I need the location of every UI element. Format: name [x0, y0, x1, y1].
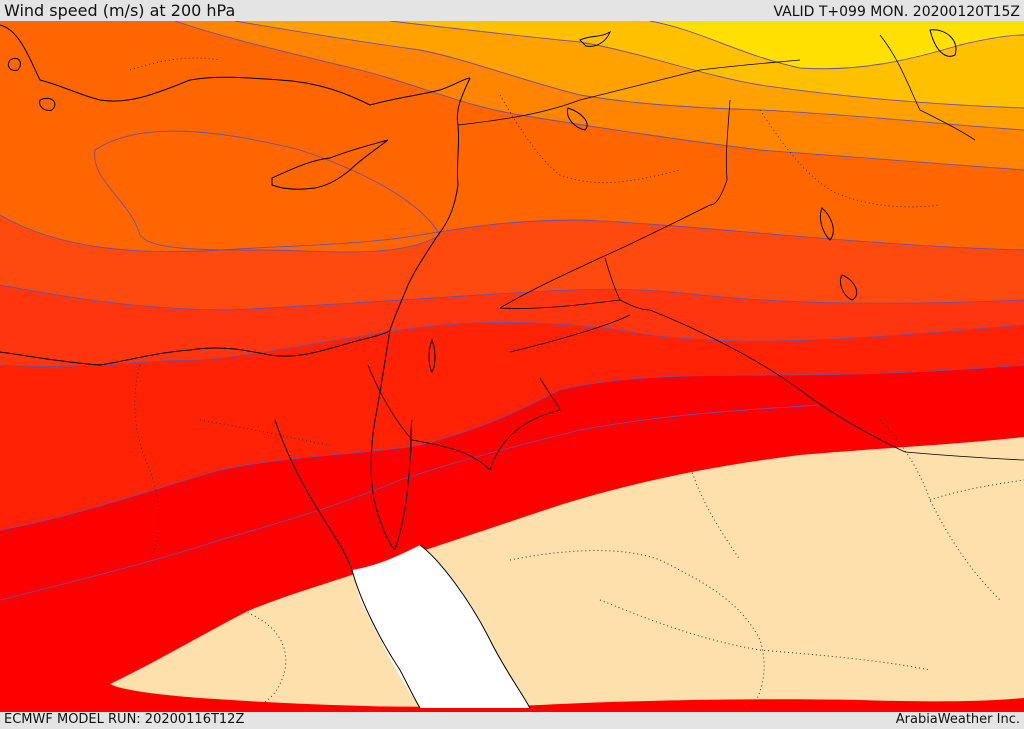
header-bar: Wind speed (m/s) at 200 hPa VALID T+099 …: [0, 0, 1024, 21]
band-low-wind: [110, 437, 1024, 708]
footer-bar: ECMWF MODEL RUN: 20200116T12Z ArabiaWeat…: [0, 712, 1024, 729]
credit-label: ArabiaWeather Inc.: [895, 712, 1020, 727]
admin-lines: [129, 57, 1024, 709]
band-orange-cell: [94, 131, 440, 252]
model-run-label: ECMWF MODEL RUN: 20200116T12Z: [4, 712, 245, 727]
map-title: Wind speed (m/s) at 200 hPa: [4, 1, 236, 20]
wind-speed-map: [0, 21, 1024, 712]
borders: [367, 34, 1024, 471]
red-sea: [352, 545, 530, 708]
valid-time: VALID T+099 MON. 20200120T15Z: [773, 4, 1020, 20]
coastlines: [0, 24, 957, 709]
